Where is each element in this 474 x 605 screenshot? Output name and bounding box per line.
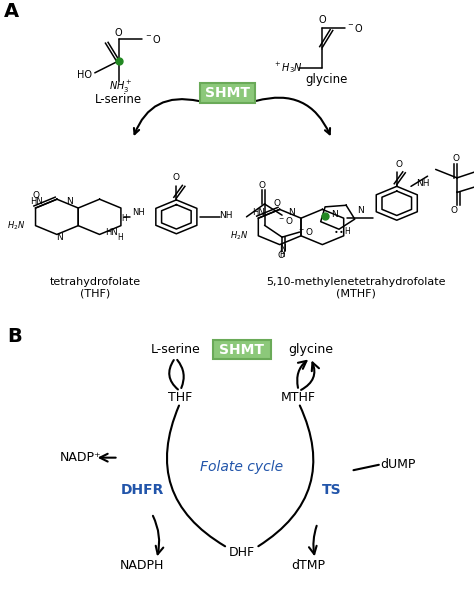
Text: $H_2N$: $H_2N$	[7, 220, 25, 232]
FancyBboxPatch shape	[212, 340, 271, 359]
Text: NH: NH	[132, 208, 145, 217]
Text: H: H	[121, 214, 127, 223]
Text: NH: NH	[416, 179, 429, 188]
Text: O: O	[173, 174, 180, 182]
Text: L-serine: L-serine	[95, 93, 142, 106]
Text: $^-$O: $^-$O	[144, 33, 162, 45]
FancyBboxPatch shape	[200, 83, 255, 103]
Text: N: N	[56, 234, 63, 243]
Text: THF: THF	[168, 391, 192, 404]
Text: L-serine: L-serine	[151, 343, 200, 356]
Text: $^-$O: $^-$O	[277, 215, 294, 226]
Text: tetrahydrofolate
(THF): tetrahydrofolate (THF)	[49, 277, 140, 299]
Text: H: H	[279, 250, 285, 258]
Text: SHMT: SHMT	[219, 342, 264, 356]
Text: O: O	[32, 191, 39, 200]
Text: H: H	[118, 233, 123, 242]
Text: HN: HN	[252, 208, 265, 217]
Text: O: O	[277, 251, 284, 260]
Text: NADP⁺: NADP⁺	[60, 451, 101, 464]
Text: N: N	[289, 208, 295, 217]
Text: dUMP: dUMP	[381, 458, 416, 471]
Text: HN: HN	[106, 228, 118, 237]
Text: $^-$O: $^-$O	[346, 22, 364, 34]
Text: TS: TS	[322, 483, 342, 497]
Text: dTMP: dTMP	[291, 559, 325, 572]
Text: $NH_3^+$: $NH_3^+$	[109, 79, 133, 96]
Text: SHMT: SHMT	[205, 86, 250, 100]
Text: 5,10-methylenetetrahydrofolate
(MTHF): 5,10-methylenetetrahydrofolate (MTHF)	[266, 277, 445, 299]
Text: A: A	[4, 2, 19, 21]
Text: MTHF: MTHF	[281, 391, 316, 404]
Text: N: N	[357, 206, 364, 215]
Text: $\bullet\!\bullet$H: $\bullet\!\bullet$H	[333, 225, 351, 236]
Text: O: O	[274, 199, 281, 208]
Text: Folate cycle: Folate cycle	[200, 460, 283, 474]
Text: glycine: glycine	[288, 343, 333, 356]
Text: N: N	[331, 210, 337, 219]
Text: $^+H_3N$: $^+H_3N$	[273, 60, 303, 75]
Text: B: B	[7, 327, 22, 346]
Text: NADPH: NADPH	[120, 559, 164, 572]
Text: DHF: DHF	[228, 546, 255, 559]
Text: N: N	[279, 244, 285, 253]
Text: NH: NH	[219, 211, 233, 220]
Text: O: O	[396, 160, 402, 169]
Text: N: N	[66, 197, 73, 206]
Text: HN: HN	[31, 197, 43, 206]
Text: $H_2N$: $H_2N$	[229, 229, 248, 242]
Text: O: O	[450, 206, 457, 215]
Text: O: O	[115, 28, 122, 38]
Text: DHFR: DHFR	[120, 483, 164, 497]
Text: $^-$O: $^-$O	[298, 226, 314, 237]
Text: O: O	[258, 181, 265, 190]
Text: HO: HO	[77, 70, 92, 80]
Text: glycine: glycine	[306, 73, 348, 86]
Text: O: O	[452, 154, 459, 163]
Text: O: O	[319, 15, 326, 25]
